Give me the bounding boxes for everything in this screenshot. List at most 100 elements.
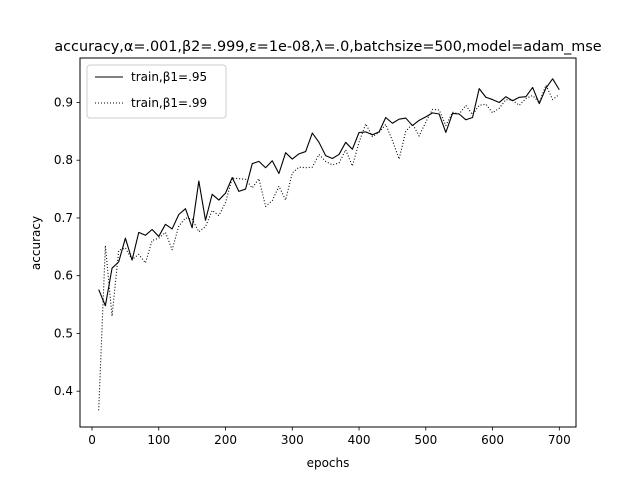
data-point-series-2 [512, 99, 514, 101]
data-point-series-1 [559, 89, 561, 91]
data-point-series-2 [425, 121, 427, 123]
data-point-series-1 [398, 118, 400, 120]
data-point-series-2 [98, 409, 100, 411]
data-point-series-1 [392, 122, 394, 124]
series-layer [98, 78, 560, 411]
data-point-series-2 [559, 94, 561, 96]
y-tick-label: 0.9 [54, 95, 73, 109]
data-point-series-2 [378, 132, 380, 134]
data-point-series-2 [412, 123, 414, 125]
data-point-series-1 [118, 261, 120, 263]
data-point-series-2 [265, 206, 267, 208]
data-point-series-1 [271, 160, 273, 162]
data-point-series-1 [111, 267, 113, 269]
data-point-series-1 [525, 96, 527, 98]
data-point-series-2 [191, 218, 193, 220]
data-point-series-2 [231, 177, 233, 179]
data-point-series-1 [251, 163, 253, 165]
data-point-series-1 [145, 234, 147, 236]
data-point-series-2 [258, 178, 260, 180]
data-point-series-2 [271, 200, 273, 202]
y-tick-label: 0.7 [54, 211, 73, 225]
data-point-series-2 [245, 178, 247, 180]
data-point-series-2 [458, 113, 460, 115]
data-point-series-2 [438, 109, 440, 111]
legend-box [86, 64, 227, 119]
data-point-series-1 [138, 232, 140, 234]
data-point-series-1 [198, 180, 200, 182]
data-point-series-1 [478, 88, 480, 90]
data-point-series-1 [372, 134, 374, 136]
data-point-series-1 [205, 219, 207, 221]
data-point-series-1 [465, 119, 467, 121]
data-point-series-2 [385, 124, 387, 126]
y-tick-label: 0.4 [54, 384, 73, 398]
data-point-series-2 [392, 140, 394, 142]
data-point-series-2 [405, 131, 407, 133]
data-point-series-2 [418, 135, 420, 137]
y-tick-label: 0.5 [54, 326, 73, 340]
data-point-series-2 [312, 166, 314, 168]
legend-label-series-2: train,β1=.99 [131, 96, 207, 110]
data-point-series-1 [445, 132, 447, 134]
data-point-series-2 [485, 103, 487, 105]
data-point-series-2 [151, 240, 153, 242]
x-tick-label: 200 [214, 433, 237, 447]
y-axis: 0.4 0.5 0.6 0.7 0.8 0.9 [54, 95, 80, 398]
data-point-series-1 [318, 142, 320, 144]
data-point-series-1 [338, 154, 340, 156]
series-line-2 [98, 84, 560, 411]
data-point-series-1 [485, 96, 487, 98]
x-tick-label: 0 [88, 433, 96, 447]
x-tick-label: 500 [414, 433, 437, 447]
legend: train,β1=.95 train,β1=.99 [86, 64, 227, 119]
data-point-series-2 [251, 187, 253, 189]
data-point-series-1 [425, 116, 427, 118]
data-point-series-1 [552, 78, 554, 80]
data-point-series-1 [171, 228, 173, 230]
data-point-series-1 [332, 158, 334, 160]
data-point-series-1 [258, 161, 260, 163]
data-point-series-2 [211, 210, 213, 212]
x-tick-label: 400 [348, 433, 371, 447]
data-point-series-2 [225, 202, 227, 204]
data-point-series-1 [278, 173, 280, 175]
x-tick-label: 600 [481, 433, 504, 447]
data-point-series-2 [298, 166, 300, 168]
legend-label-series-1: train,β1=.95 [131, 70, 207, 84]
data-point-series-1 [312, 132, 314, 134]
data-point-series-2 [145, 262, 147, 264]
data-point-series-2 [131, 259, 133, 261]
data-point-series-2 [198, 231, 200, 233]
data-point-series-1 [498, 102, 500, 104]
chart-title: accuracy,α=.001,β2=.999,ε=1e-08,λ=.0,bat… [54, 39, 601, 55]
data-point-series-2 [125, 247, 127, 249]
data-point-series-2 [552, 99, 554, 101]
x-axis: 0 100 200 300 400 500 600 700 [88, 427, 571, 447]
data-point-series-2 [338, 162, 340, 164]
data-point-series-2 [532, 95, 534, 97]
data-point-series-1 [265, 167, 267, 169]
x-tick-label: 100 [147, 433, 170, 447]
y-tick-label: 0.8 [54, 153, 73, 167]
data-point-series-2 [332, 164, 334, 166]
data-point-series-2 [138, 254, 140, 256]
data-point-series-2 [318, 154, 320, 156]
data-point-series-1 [105, 305, 107, 307]
data-point-series-1 [358, 132, 360, 134]
data-point-series-1 [432, 112, 434, 114]
data-point-series-1 [325, 155, 327, 157]
x-axis-label: epochs [307, 456, 350, 470]
data-point-series-2 [498, 107, 500, 109]
data-point-series-2 [432, 109, 434, 111]
data-point-series-1 [298, 153, 300, 155]
data-point-series-2 [345, 149, 347, 151]
data-point-series-1 [438, 113, 440, 115]
data-point-series-2 [291, 172, 293, 174]
data-point-series-2 [398, 158, 400, 160]
data-point-series-2 [538, 102, 540, 104]
data-point-series-1 [211, 193, 213, 195]
data-point-series-2 [358, 142, 360, 144]
data-point-series-2 [278, 185, 280, 187]
data-point-series-1 [291, 158, 293, 160]
